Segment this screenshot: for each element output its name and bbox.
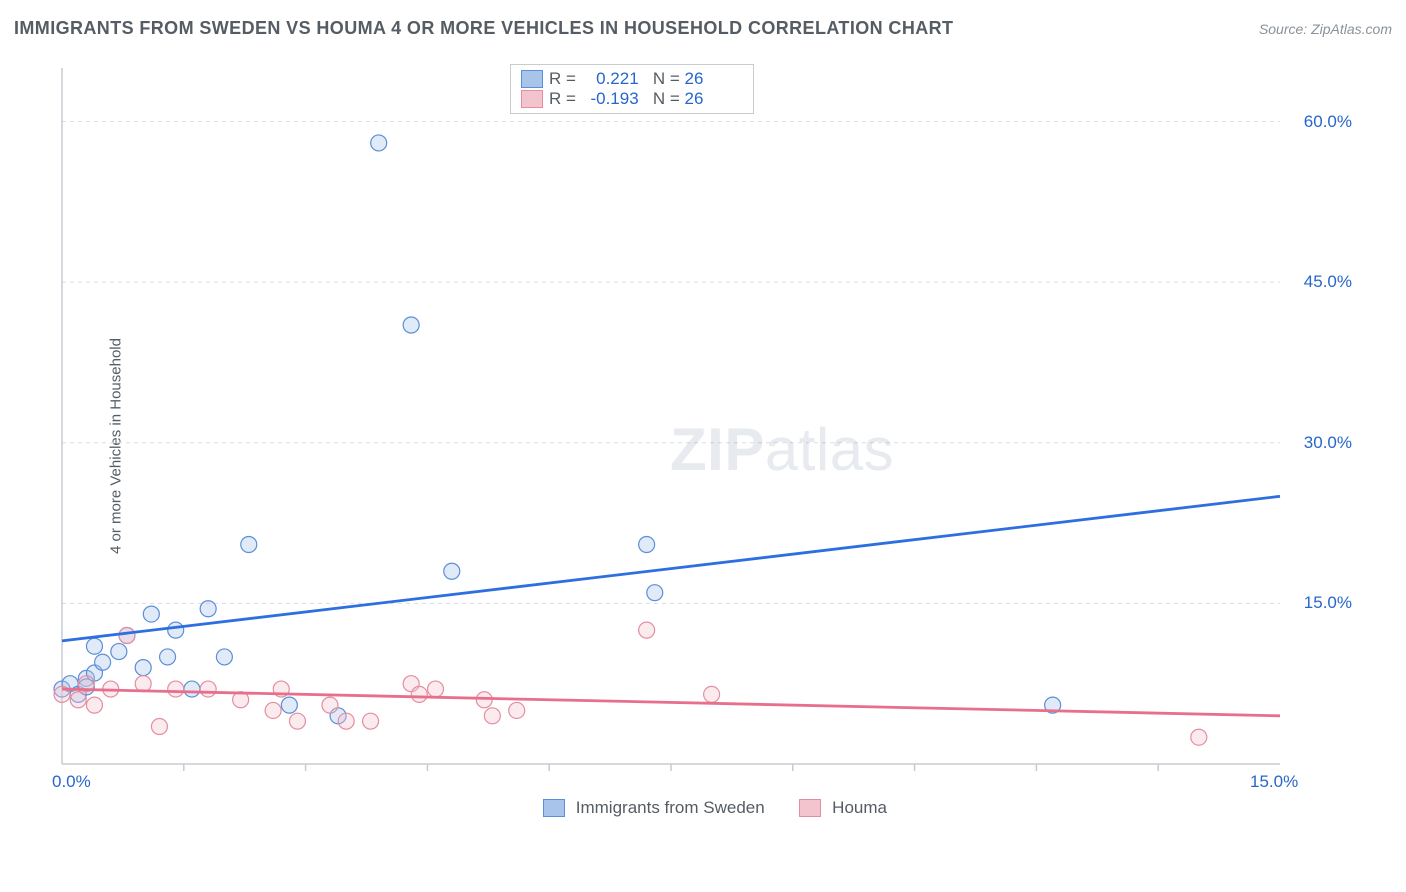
- source-label: Source: ZipAtlas.com: [1259, 21, 1392, 37]
- title-row: IMMIGRANTS FROM SWEDEN VS HOUMA 4 OR MOR…: [14, 18, 1392, 39]
- x-tick: 0.0%: [52, 772, 91, 792]
- y-tick: 30.0%: [1304, 433, 1352, 453]
- x-tick: 15.0%: [1250, 772, 1298, 792]
- r-label: R =: [549, 69, 576, 88]
- r-label: R =: [549, 89, 576, 108]
- n-label: N =: [653, 89, 680, 108]
- correlation-row: R = 0.221 N = 26: [521, 69, 743, 89]
- correlation-row: R = -0.193 N = 26: [521, 89, 743, 109]
- chart-title: IMMIGRANTS FROM SWEDEN VS HOUMA 4 OR MOR…: [14, 18, 953, 39]
- y-tick: 45.0%: [1304, 272, 1352, 292]
- scatter-svg: [50, 60, 1350, 820]
- r-value: 0.221: [581, 69, 639, 89]
- series-legend: Immigrants from Sweden Houma: [50, 798, 1350, 818]
- n-label: N =: [653, 69, 680, 88]
- r-value: -0.193: [581, 89, 639, 109]
- y-tick: 15.0%: [1304, 593, 1352, 613]
- correlation-legend: R = 0.221 N = 26R = -0.193 N = 26: [510, 64, 754, 114]
- n-value: 26: [685, 89, 743, 109]
- legend-label-houma: Houma: [832, 798, 887, 817]
- y-tick: 60.0%: [1304, 112, 1352, 132]
- legend-swatch-icon: [521, 90, 543, 108]
- legend-swatch-icon: [521, 70, 543, 88]
- legend-swatch-sweden: [543, 799, 565, 817]
- legend-label-sweden: Immigrants from Sweden: [576, 798, 765, 817]
- plot-area: ZIPatlas R = 0.221 N = 26R = -0.193 N = …: [50, 60, 1350, 820]
- legend-swatch-houma: [799, 799, 821, 817]
- n-value: 26: [685, 69, 743, 89]
